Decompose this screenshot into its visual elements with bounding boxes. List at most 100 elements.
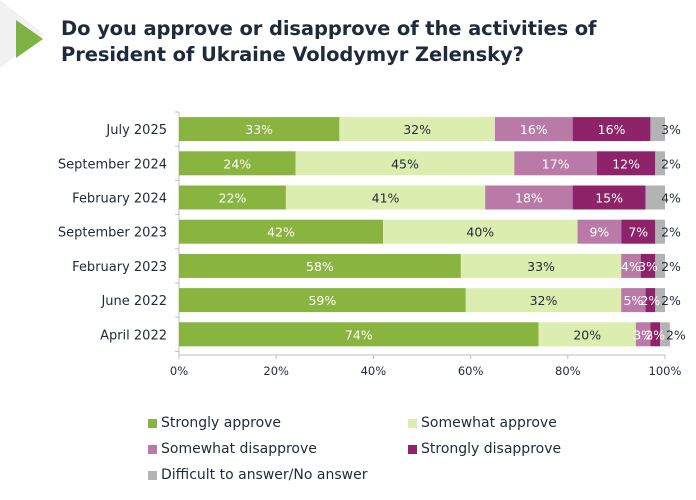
category-label: June 2022	[100, 294, 167, 309]
legend-item-strongly-approve: Strongly approve	[148, 413, 408, 433]
chart-title-line-2: President of Ukraine Volodymyr Zelensky?	[61, 43, 524, 66]
data-label: 45%	[391, 156, 419, 171]
data-label: 41%	[372, 191, 400, 206]
bar-segment	[383, 219, 578, 244]
data-label: 16%	[520, 122, 548, 137]
bar-segment	[596, 151, 656, 176]
bar-segment	[621, 253, 641, 278]
x-tick-label: 100%	[649, 364, 682, 378]
category-label: February 2024	[72, 192, 167, 207]
legend-item-somewhat-disapprove: Somewhat disapprove	[148, 439, 408, 459]
legend-label: Strongly approve	[161, 415, 282, 431]
legend-label: Somewhat approve	[421, 415, 557, 431]
legend-label: Somewhat disapprove	[161, 441, 317, 457]
bar-segment	[179, 322, 539, 347]
data-label: 33%	[527, 259, 555, 274]
bar-segment	[339, 117, 495, 142]
bar-segment	[572, 185, 646, 210]
data-label: 22%	[219, 191, 247, 206]
chart-labels: July 2025 33% 32% 16% 16% 3% September 2024 24%…	[58, 122, 686, 343]
data-label: 3%	[638, 259, 658, 274]
data-label: 2%	[645, 327, 665, 342]
bar-segment	[655, 219, 665, 244]
x-tick-label: 20%	[263, 364, 289, 378]
chart-axes: 0% 20% 40% 60% 80% 100%	[170, 111, 682, 378]
data-label: 74%	[345, 327, 373, 342]
data-label: 42%	[267, 225, 295, 240]
title-arrow-icon	[16, 20, 43, 58]
data-label: 32%	[403, 122, 431, 137]
legend-swatch	[408, 418, 417, 428]
bar-segment	[485, 185, 573, 210]
x-tick-label: 60%	[458, 364, 484, 378]
bar-segment	[295, 151, 515, 176]
category-label: September 2023	[58, 226, 167, 241]
data-label: 58%	[306, 259, 334, 274]
bar-segment	[650, 322, 661, 347]
legend-label: Strongly disapprove	[421, 441, 562, 457]
bar-segment	[538, 322, 636, 347]
data-label: 32%	[530, 293, 558, 308]
bar-segment	[179, 185, 286, 210]
category-label: February 2023	[72, 260, 167, 275]
data-label: 3%	[633, 327, 653, 342]
x-tick-label: 40%	[361, 364, 387, 378]
legend-item-difficult-to-answer: Difficult to answer/No answer	[148, 465, 408, 485]
x-tick-label: 80%	[555, 364, 581, 378]
legend-label: Difficult to answer/No answer	[161, 467, 368, 483]
category-label: July 2025	[105, 123, 167, 138]
bar-segment	[650, 117, 665, 142]
chart-legend: Strongly approve Somewhat approve Somewh…	[148, 413, 668, 485]
bar-segment	[577, 219, 622, 244]
legend-swatch	[148, 470, 157, 480]
bar-segment	[179, 253, 461, 278]
bar-segment	[179, 117, 340, 142]
data-label: 2%	[661, 259, 681, 274]
legend-item-somewhat-approve: Somewhat approve	[408, 413, 668, 433]
data-label: 2%	[666, 327, 686, 342]
data-label: 12%	[612, 156, 640, 171]
data-label: 4%	[621, 259, 641, 274]
category-label: September 2024	[58, 157, 167, 172]
bar-segment	[494, 117, 573, 142]
data-label: 20%	[573, 327, 601, 342]
data-label: 9%	[589, 225, 609, 240]
legend-swatch	[148, 444, 157, 454]
bar-segment	[645, 185, 665, 210]
chart-title-line-1: Do you approve or disapprove of the acti…	[61, 17, 597, 40]
bar-segment	[640, 253, 656, 278]
bar-segment	[572, 117, 651, 142]
bar-segment	[655, 151, 665, 176]
category-label: April 2022	[100, 328, 167, 343]
bar-segment	[660, 322, 670, 347]
chart-title: Do you approve or disapprove of the acti…	[61, 16, 597, 68]
x-tick-label: 0%	[170, 364, 188, 378]
data-label: 33%	[245, 122, 273, 137]
data-label: 17%	[542, 156, 570, 171]
data-label: 3%	[661, 122, 681, 137]
stacked-bar-chart: 0% 20% 40% 60% 80% 100% July 2025 33% 32% 16% 16%…	[58, 111, 686, 378]
bar-segment	[179, 219, 384, 244]
data-label: 2%	[640, 293, 660, 308]
bar-segment	[621, 219, 656, 244]
data-label: 18%	[515, 191, 543, 206]
bar-segment	[655, 253, 665, 278]
legend-swatch	[148, 418, 157, 428]
legend-item-strongly-disapprove: Strongly disapprove	[408, 439, 668, 459]
bar-segment	[460, 253, 622, 278]
bar-segment	[655, 288, 665, 313]
legend-swatch	[408, 444, 417, 454]
bar-segment	[514, 151, 597, 176]
bar-segment	[179, 151, 296, 176]
bar-segment	[179, 288, 466, 313]
data-label: 4%	[661, 191, 681, 206]
data-label: 2%	[661, 156, 681, 171]
data-label: 59%	[308, 293, 336, 308]
chart-bars	[179, 117, 670, 347]
data-label: 2%	[661, 225, 681, 240]
data-label: 24%	[223, 156, 251, 171]
bar-segment	[645, 288, 656, 313]
data-label: 15%	[595, 191, 623, 206]
bar-segment	[465, 288, 622, 313]
data-label: 7%	[628, 225, 648, 240]
